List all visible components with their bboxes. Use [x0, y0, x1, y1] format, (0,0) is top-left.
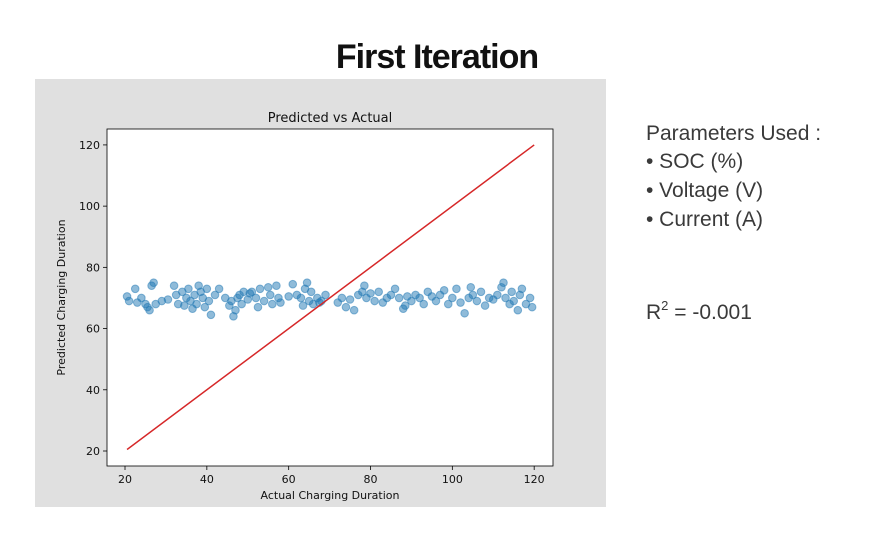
- scatter-point: [525, 293, 535, 303]
- x-tick-label: 100: [442, 473, 463, 486]
- scatter-point: [276, 298, 285, 307]
- scatter-point: [360, 281, 369, 291]
- scatter-point: [452, 284, 461, 294]
- scatter-point: [169, 281, 179, 291]
- scatter-point: [349, 305, 359, 315]
- scatter-point: [302, 278, 312, 287]
- scatter-point: [480, 301, 490, 310]
- scatter-point: [507, 287, 516, 297]
- scatter-point: [341, 302, 351, 312]
- scatter-point: [501, 293, 510, 303]
- y-tick-label: 120: [79, 139, 100, 152]
- scatter-point: [163, 295, 173, 304]
- scatter-point: [184, 284, 193, 294]
- scatter-point: [466, 282, 476, 292]
- scatter-point: [145, 305, 154, 315]
- scatter-point: [306, 287, 316, 297]
- scatter-point: [337, 293, 347, 303]
- scatter-point: [448, 293, 457, 303]
- y-tick-label: 40: [86, 384, 100, 397]
- parameter-item: • SOC (%): [646, 150, 743, 173]
- scatter-point: [263, 282, 273, 292]
- scatter-point: [231, 305, 240, 315]
- x-tick-label: 40: [200, 473, 214, 486]
- r-superscript: 2: [661, 298, 668, 313]
- scatter-point: [345, 295, 355, 304]
- scatter-point: [214, 284, 224, 294]
- scatter-point: [370, 296, 379, 306]
- scatter-point: [472, 296, 482, 306]
- scatter-point: [527, 302, 537, 312]
- scatter-point: [253, 302, 263, 312]
- y-tick-label: 100: [79, 200, 100, 213]
- scatter-point: [272, 281, 281, 291]
- scatter-point: [394, 293, 404, 303]
- scatter-point: [460, 308, 469, 318]
- x-tick-label: 80: [364, 473, 378, 486]
- scatter-point: [439, 286, 449, 295]
- x-axis-label: Actual Charging Duration: [261, 489, 400, 502]
- scatter-point: [517, 284, 527, 294]
- scatter-point: [288, 279, 298, 289]
- scatter-point: [265, 290, 275, 300]
- x-tick-label: 60: [282, 473, 296, 486]
- scatter-point: [366, 289, 375, 298]
- scatter-point: [204, 296, 214, 306]
- parameters-heading: Parameters Used :: [646, 122, 821, 145]
- scatter-point: [407, 296, 416, 306]
- scatter-point: [206, 310, 216, 320]
- scatter-point: [210, 290, 220, 300]
- scatter-point: [390, 284, 400, 294]
- scatter-point: [255, 284, 265, 294]
- scatter-point: [200, 302, 210, 312]
- scatter-point: [419, 299, 429, 309]
- scatter-point: [400, 301, 410, 310]
- scatter-point: [192, 299, 201, 309]
- y-tick-label: 80: [86, 261, 100, 274]
- scatter-point: [321, 290, 330, 300]
- plot: Predicted vs Actual Actual Charging Durat…: [55, 111, 554, 502]
- scatter-point: [202, 284, 212, 294]
- scatter-point: [431, 296, 441, 306]
- y-tick-label: 20: [86, 445, 100, 458]
- x-tick-label: 120: [524, 473, 545, 486]
- scatter-point: [476, 287, 486, 297]
- scatter-point: [180, 301, 189, 310]
- scatter-point: [513, 305, 523, 315]
- scatter-point: [124, 296, 134, 306]
- scatter-point: [386, 290, 396, 300]
- scatter-point: [296, 293, 306, 303]
- scatter-point: [509, 296, 519, 306]
- scatter-point: [130, 284, 140, 294]
- scatter-point: [298, 301, 308, 310]
- scatter-point: [493, 290, 502, 300]
- scatter-point: [137, 293, 146, 303]
- scatter-point: [415, 293, 424, 303]
- scatter-point: [247, 287, 257, 297]
- scatter-point: [284, 292, 293, 301]
- parameter-item: • Voltage (V): [646, 179, 763, 202]
- scatter-point: [237, 299, 246, 309]
- scatter-point: [259, 296, 269, 306]
- scatter-point: [468, 290, 478, 300]
- chart-title: Predicted vs Actual: [268, 111, 392, 126]
- reference-line: [126, 144, 535, 451]
- x-tick-label: 20: [118, 473, 132, 486]
- scatter-point: [499, 278, 508, 287]
- scatter-point: [251, 293, 261, 303]
- y-axis-label: Predicted Charging Duration: [55, 219, 68, 375]
- r-squared: R2 = -0.001: [646, 298, 752, 324]
- scatter-point: [374, 287, 383, 297]
- slide-title: First Iteration: [336, 38, 538, 76]
- parameter-item: • Current (A): [646, 208, 763, 231]
- r-value: = -0.001: [668, 301, 751, 324]
- r-symbol: R: [646, 301, 661, 324]
- scatter-point: [456, 298, 465, 307]
- scatter-point: [268, 299, 277, 309]
- scatter-point: [149, 278, 158, 287]
- y-tick-label: 60: [86, 323, 100, 336]
- scatter-point: [443, 299, 453, 309]
